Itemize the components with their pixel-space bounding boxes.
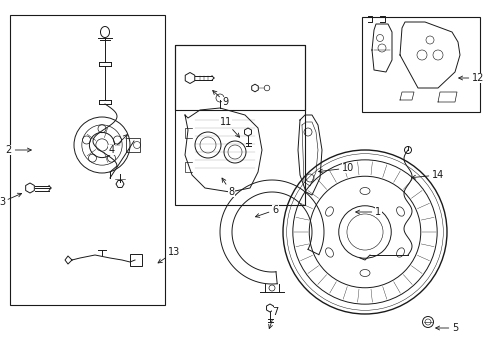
Polygon shape	[25, 183, 34, 193]
Text: 12: 12	[459, 73, 485, 83]
Polygon shape	[185, 72, 195, 84]
Bar	[10, 15, 165, 305]
Text: 6: 6	[255, 205, 278, 217]
Polygon shape	[267, 304, 273, 312]
Text: 4: 4	[109, 135, 127, 155]
Bar	[362, 17, 480, 112]
Bar	[126, 138, 140, 152]
Text: 1: 1	[356, 207, 381, 217]
Text: 3: 3	[0, 193, 22, 207]
Bar	[130, 254, 142, 266]
Bar	[175, 45, 305, 205]
Text: 8: 8	[222, 178, 234, 197]
Polygon shape	[252, 84, 258, 92]
Text: 9: 9	[213, 90, 228, 107]
Text: 11: 11	[220, 117, 240, 137]
Polygon shape	[116, 180, 124, 188]
Polygon shape	[245, 128, 251, 136]
Text: 14: 14	[412, 170, 444, 180]
Text: 2: 2	[6, 145, 31, 155]
Text: 13: 13	[158, 247, 180, 263]
Text: 5: 5	[436, 323, 458, 333]
Text: 7: 7	[269, 307, 278, 329]
Bar	[175, 45, 305, 110]
Text: 10: 10	[318, 163, 354, 173]
